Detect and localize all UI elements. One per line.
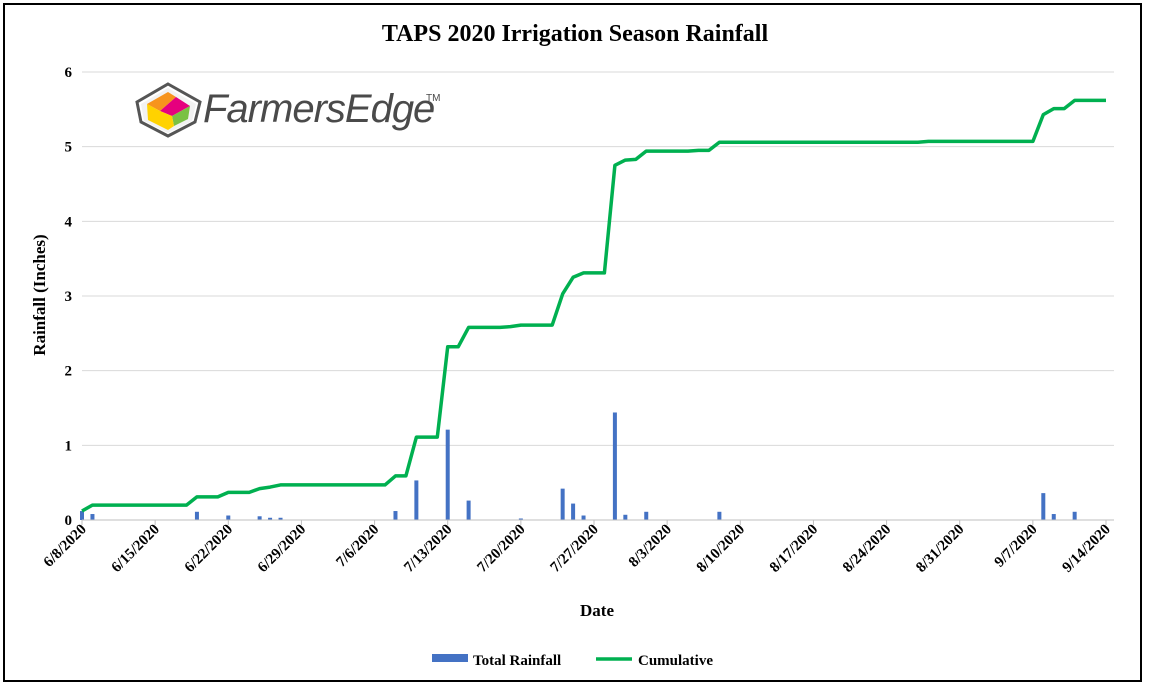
x-tick-label: 8/3/2020 [626, 522, 675, 571]
x-tick-label: 6/15/2020 [109, 522, 163, 576]
farmers-edge-logo-icon [135, 82, 202, 138]
x-tick-label: 7/20/2020 [474, 522, 528, 576]
y-tick-label: 1 [65, 438, 73, 454]
logo-trademark: TM [426, 93, 440, 104]
y-axis-label: Rainfall (Inches) [30, 234, 49, 355]
logo-wordmark: FarmersEdge [203, 87, 434, 131]
rainfall-bar [560, 488, 565, 520]
y-tick-label: 3 [65, 289, 73, 305]
rainfall-bar [268, 517, 273, 520]
rainfall-bar [445, 429, 450, 520]
x-tick-label: 8/10/2020 [694, 522, 748, 576]
rainfall-bar [80, 511, 84, 520]
y-tick-label: 5 [65, 140, 73, 156]
y-tick-label: 0 [65, 513, 73, 529]
x-tick-label: 9/7/2020 [992, 522, 1041, 571]
rainfall-bars [80, 412, 1077, 520]
y-axis-ticks: 0 1 2 3 4 5 6 [65, 65, 73, 529]
gridlines [82, 71, 1114, 446]
y-tick-label: 4 [65, 214, 73, 230]
x-tick-label: 7/27/2020 [547, 522, 601, 576]
x-tick-label: 6/29/2020 [255, 522, 309, 576]
rainfall-bar [414, 480, 419, 520]
x-tick-label: 8/31/2020 [913, 522, 967, 576]
rainfall-bar [278, 517, 283, 520]
x-tick-label: 9/14/2020 [1059, 522, 1113, 576]
rainfall-bar [194, 511, 199, 520]
rainfall-bar [1051, 514, 1056, 520]
rainfall-bar [571, 503, 576, 520]
rainfall-bar [581, 515, 586, 520]
rainfall-bar [90, 514, 95, 520]
rainfall-bar [466, 500, 471, 520]
rainfall-bar [612, 412, 617, 520]
x-tick-label: 7/13/2020 [401, 522, 455, 576]
rainfall-bar [518, 518, 523, 520]
rainfall-bar [393, 511, 398, 520]
farmers-edge-logo: FarmersEdge TM [135, 82, 440, 138]
x-axis-label: Date [580, 601, 614, 620]
x-tick-label: 7/6/2020 [333, 522, 382, 571]
chart-title: TAPS 2020 Irrigation Season Rainfall [382, 21, 769, 47]
cumulative-line [81, 98, 1106, 513]
legend-label-cumulative: Cumulative [638, 653, 713, 669]
x-tick-label: 8/17/2020 [767, 522, 821, 576]
rainfall-bar [644, 511, 649, 520]
legend-swatch-total-rainfall [432, 654, 468, 662]
x-tick-label: 6/22/2020 [182, 522, 236, 576]
y-tick-label: 6 [65, 65, 73, 81]
rainfall-bar [1041, 493, 1046, 520]
rainfall-bar [717, 511, 722, 520]
y-tick-label: 2 [65, 364, 73, 380]
x-axis-ticks: 6/8/2020 6/15/2020 6/22/2020 6/29/2020 7/6/2… [41, 520, 1114, 576]
rainfall-bar [623, 514, 628, 520]
legend-label-total-rainfall: Total Rainfall [473, 653, 561, 669]
legend: Total Rainfall Cumulative [432, 653, 713, 669]
rainfall-bar [1072, 511, 1077, 520]
rainfall-bar [257, 516, 262, 520]
rainfall-bar [226, 515, 231, 520]
x-tick-label: 8/24/2020 [840, 522, 894, 576]
